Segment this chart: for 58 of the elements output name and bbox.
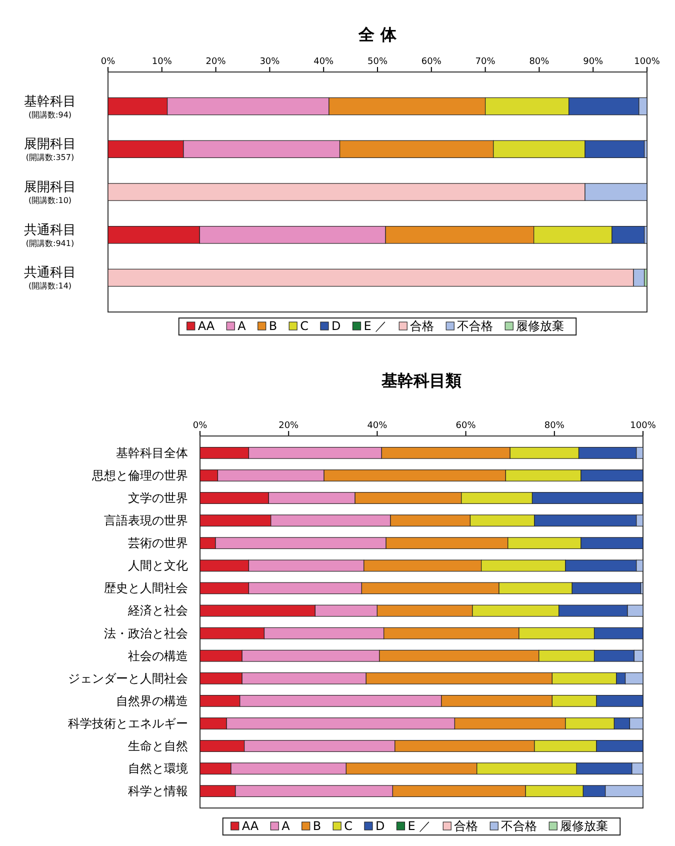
legend-label: 履修放棄 (516, 319, 564, 333)
y-tick-label: ジェンダーと人間社会 (68, 671, 188, 686)
legend-label: C (344, 819, 352, 833)
y-tick-label: 生命と自然 (128, 739, 188, 753)
legend-label: A (282, 819, 291, 833)
y-tick-label: 法・政治と社会 (104, 626, 188, 640)
y-tick-label: 社会の構造 (128, 648, 188, 663)
x-tick-label: 30% (260, 57, 280, 67)
y-tick-label: 言語表現の世界 (104, 514, 188, 528)
y-tick-label: 共通科目 (開講数:14) (24, 266, 76, 291)
chart-title: 基幹科目類 (380, 371, 462, 390)
y-tick-label: 人間と文化 (128, 558, 188, 573)
y-tick-label: 文学の世界 (128, 491, 188, 505)
x-tick-label: 80% (529, 57, 550, 67)
x-tick-label: 0% (100, 57, 116, 67)
x-tick-label: 60% (421, 57, 442, 67)
legend-label: 履修放棄 (560, 819, 608, 833)
x-tick-label: 60% (456, 421, 476, 431)
y-tick-label: 基幹科目全体 (116, 446, 188, 460)
y-tick-label: 自然界の構造 (116, 694, 188, 708)
legend-label: AA (242, 819, 260, 833)
x-tick-label: 0% (192, 421, 208, 431)
legend-label: 不合格 (501, 819, 538, 833)
legend-label: B (268, 319, 278, 333)
y-tick-label: 展開科目 (開講数:10) (24, 180, 76, 205)
x-tick-label: 20% (278, 421, 300, 431)
y-tick-label: 思想と倫理の世界 (91, 468, 188, 482)
legend-label: AA (198, 319, 216, 333)
x-tick-label: 20% (206, 57, 226, 67)
x-tick-label: 100% (634, 57, 660, 67)
legend-label: 合格 (410, 319, 434, 333)
chart-title: 全 体 (358, 25, 398, 44)
y-tick-label: 科学と情報 (128, 784, 188, 798)
legend-label: B (312, 819, 322, 833)
legend-label: E ／ (408, 819, 432, 833)
y-tick-label: 自然と環境 (128, 762, 188, 776)
y-tick-label: 歴史と人間社会 (104, 581, 188, 596)
legend-label: E ／ (364, 319, 388, 333)
y-tick-label: 展開科目 (開講数:357) (24, 137, 76, 162)
y-tick-label: 芸術の世界 (128, 536, 188, 550)
legend-label: 不合格 (457, 319, 494, 333)
x-tick-label: 40% (367, 421, 388, 431)
x-tick-label: 10% (152, 57, 172, 67)
x-tick-label: 70% (475, 57, 496, 67)
x-tick-label: 100% (630, 421, 656, 431)
y-tick-label: 共通科目 (開講数:941) (24, 222, 76, 248)
y-tick-label: 経済と社会 (127, 604, 188, 618)
legend-label: A (238, 319, 247, 333)
y-tick-label: 科学技術とエネルギー (68, 716, 188, 730)
x-tick-label: 80% (544, 421, 565, 431)
x-tick-label: 40% (314, 57, 334, 67)
x-tick-label: 90% (583, 57, 604, 67)
x-tick-label: 50% (367, 57, 388, 67)
legend-label: D (331, 319, 341, 333)
legend-label: 合格 (454, 819, 478, 833)
legend-label: D (375, 819, 385, 833)
y-tick-label: 基幹科目 (開講数:94) (24, 94, 76, 120)
legend-label: C (300, 319, 308, 333)
